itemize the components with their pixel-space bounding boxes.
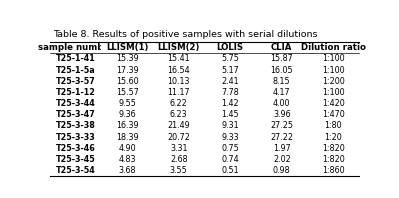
Text: Table 8. Results of positive samples with serial dilutions: Table 8. Results of positive samples wit… [53,30,318,39]
